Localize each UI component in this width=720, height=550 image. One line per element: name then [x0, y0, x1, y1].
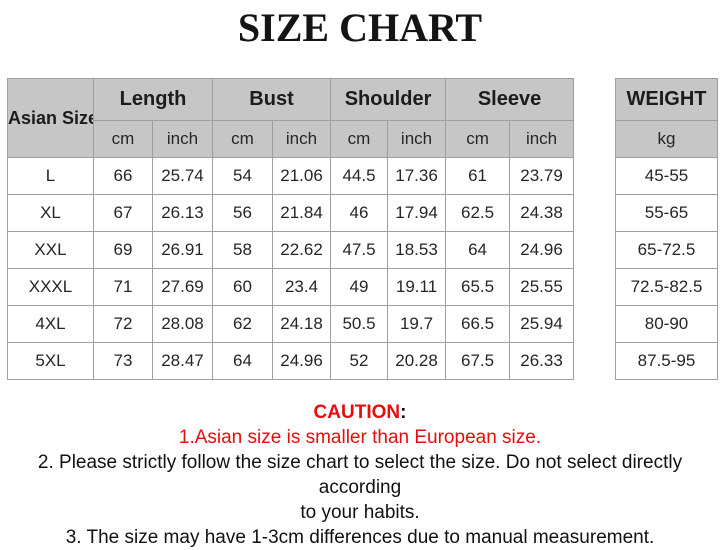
cell-bust-inch: 23.4 [271, 268, 332, 306]
cell-length-cm: 72 [93, 305, 153, 343]
caution-note-2a: 2. Please strictly follow the size chart… [37, 452, 683, 498]
corner-header-asian-size: Asian Size [7, 78, 94, 158]
cell-sleeve-cm: 67.5 [445, 342, 511, 380]
cell-length-inch: 25.74 [152, 157, 213, 195]
table-row-xxl: XXL 69 26.91 58 22.62 47.5 18.53 64 24.9… [7, 231, 575, 269]
cell-shoulder-cm: 47.5 [330, 231, 389, 269]
cell-sleeve-inch: 26.33 [509, 342, 575, 380]
cell-weight: 72.5-82.5 [615, 268, 718, 306]
cell-bust-inch: 21.84 [271, 194, 332, 232]
cell-size: XXXL [7, 268, 94, 306]
column-group-sleeve: Sleeve [445, 78, 575, 121]
page-title: SIZE CHART [237, 5, 483, 50]
cell-shoulder-inch: 17.36 [387, 157, 447, 195]
table-row-5xl: 5XL 73 28.47 64 24.96 52 20.28 67.5 26.3… [7, 342, 575, 380]
cell-sleeve-inch: 25.55 [509, 268, 575, 306]
cell-sleeve-cm: 66.5 [445, 305, 511, 343]
cell-length-inch: 27.69 [152, 268, 213, 306]
caution-label: CAUTION [313, 402, 401, 423]
cell-shoulder-inch: 19.11 [387, 268, 447, 306]
cell-length-inch: 26.13 [152, 194, 213, 232]
cell-sleeve-cm: 62.5 [445, 194, 511, 232]
cell-bust-inch: 24.18 [271, 305, 332, 343]
header-row-groups: Asian Size Length Bust Shoulder Sleeve [7, 78, 575, 158]
unit-length-inch: inch [152, 120, 213, 158]
size-table: Asian Size Length Bust Shoulder Sleeve c… [7, 78, 575, 380]
cell-shoulder-cm: 49 [330, 268, 389, 306]
cell-shoulder-inch: 19.7 [387, 305, 447, 343]
weight-header: WEIGHT [615, 78, 718, 121]
cell-shoulder-cm: 52 [330, 342, 389, 380]
cell-sleeve-inch: 25.94 [509, 305, 575, 343]
cell-sleeve-cm: 65.5 [445, 268, 511, 306]
cell-size: L [7, 157, 94, 195]
cell-bust-cm: 58 [212, 231, 273, 269]
cell-length-cm: 69 [93, 231, 153, 269]
unit-shoulder-cm: cm [330, 120, 389, 158]
caution-colon: : [400, 402, 407, 423]
cell-weight: 65-72.5 [615, 231, 718, 269]
cell-size: XXL [7, 231, 94, 269]
size-chart-page: SIZE CHART Asian Size Length Bust Should… [0, 5, 720, 548]
cell-weight: 55-65 [615, 194, 718, 232]
cell-weight: 45-55 [615, 157, 718, 195]
header-row-units: cm inch cm inch cm inch cm inch [8, 120, 575, 158]
table-row-xl: XL 67 26.13 56 21.84 46 17.94 62.5 24.38 [7, 194, 575, 232]
cell-bust-cm: 62 [212, 305, 273, 343]
weight-table: WEIGHT kg 45-55 55-65 65-72.5 72.5-82.5 … [615, 78, 718, 380]
caution-note-2b: to your habits. [300, 502, 420, 523]
caution-heading: CAUTION: [0, 400, 720, 425]
cell-bust-cm: 54 [212, 157, 273, 195]
unit-bust-inch: inch [271, 120, 332, 158]
cell-shoulder-cm: 50.5 [330, 305, 389, 343]
column-group-bust: Bust [211, 78, 332, 121]
cell-bust-cm: 64 [212, 342, 273, 380]
cell-bust-inch: 22.62 [271, 231, 332, 269]
cell-length-inch: 26.91 [152, 231, 213, 269]
unit-length-cm: cm [93, 120, 153, 158]
cell-weight: 80-90 [615, 305, 718, 343]
weight-unit-kg: kg [615, 120, 718, 158]
column-group-shoulder: Shoulder [330, 78, 447, 121]
cell-length-cm: 73 [93, 342, 153, 380]
cell-length-inch: 28.47 [152, 342, 213, 380]
cell-sleeve-inch: 23.79 [509, 157, 575, 195]
cell-shoulder-inch: 20.28 [387, 342, 447, 380]
cell-sleeve-inch: 24.38 [509, 194, 575, 232]
table-row-l: L 66 25.74 54 21.06 44.5 17.36 61 23.79 [7, 157, 575, 195]
column-group-length: Length [93, 78, 213, 121]
cell-bust-inch: 21.06 [271, 157, 332, 195]
caution-note-3: 3. The size may have 1-3cm differences d… [65, 527, 655, 548]
cell-size: 4XL [7, 305, 94, 343]
cell-bust-cm: 56 [212, 194, 273, 232]
cell-bust-inch: 24.96 [271, 342, 332, 380]
cell-length-cm: 71 [93, 268, 153, 306]
cell-length-cm: 67 [93, 194, 153, 232]
unit-bust-cm: cm [212, 120, 273, 158]
cell-sleeve-cm: 61 [445, 157, 511, 195]
unit-shoulder-inch: inch [387, 120, 447, 158]
cell-size: XL [7, 194, 94, 232]
unit-sleeve-cm: cm [445, 120, 511, 158]
cell-sleeve-inch: 24.96 [509, 231, 575, 269]
cell-size: 5XL [7, 342, 94, 380]
table-row-4xl: 4XL 72 28.08 62 24.18 50.5 19.7 66.5 25.… [7, 305, 575, 343]
cell-shoulder-inch: 17.94 [387, 194, 447, 232]
cell-sleeve-cm: 64 [445, 231, 511, 269]
cell-bust-cm: 60 [212, 268, 273, 306]
cell-shoulder-cm: 46 [330, 194, 389, 232]
cell-length-inch: 28.08 [152, 305, 213, 343]
cell-weight: 87.5-95 [615, 342, 718, 380]
caution-note-1: 1.Asian size is smaller than European si… [178, 427, 542, 448]
cell-shoulder-cm: 44.5 [330, 157, 389, 195]
cell-length-cm: 66 [93, 157, 153, 195]
cell-shoulder-inch: 18.53 [387, 231, 447, 269]
table-row-xxxl: XXXL 71 27.69 60 23.4 49 19.11 65.5 25.5… [7, 268, 575, 306]
unit-sleeve-inch: inch [509, 120, 575, 158]
